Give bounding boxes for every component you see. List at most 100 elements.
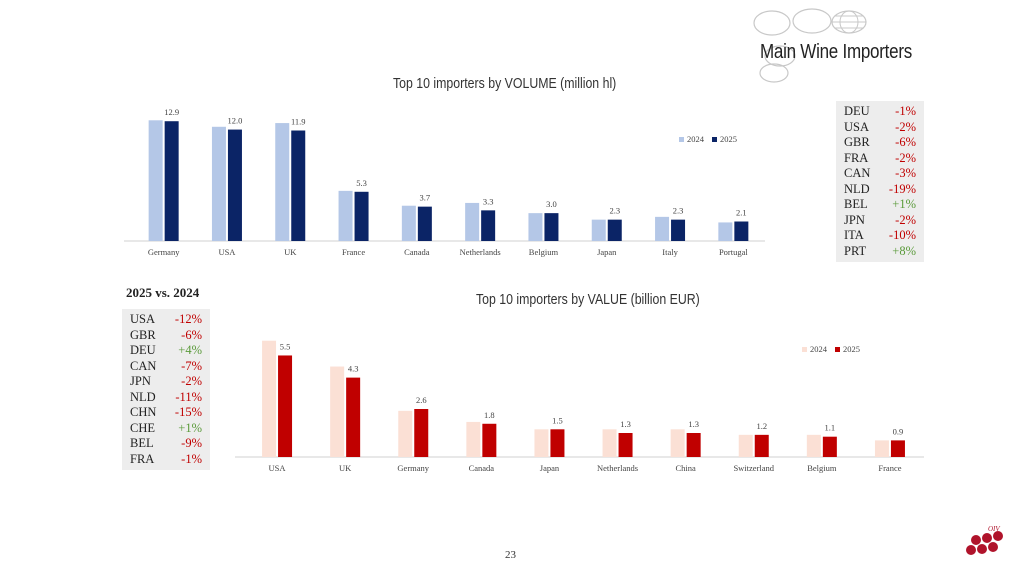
value-bar-2025: [346, 377, 361, 457]
volume-bar-2024: [655, 216, 670, 241]
value-category-label: China: [675, 463, 696, 473]
value-data-label: 4.3: [348, 364, 359, 374]
value-change-row: DEU +4%: [122, 343, 210, 359]
value-change-country-code: USA: [130, 312, 156, 326]
volume-data-label: 5.3: [356, 178, 367, 188]
value-change-row: CHE +1%: [122, 421, 210, 437]
value-change-country-code: CHN: [130, 405, 157, 419]
volume-change-change-value: -2%: [895, 150, 916, 165]
value-change-country-code: FRA: [130, 451, 155, 466]
value-bar-2024: [806, 434, 821, 457]
volume-change-change-value: -1%: [895, 104, 916, 118]
decorative-circles-logo: [753, 8, 867, 83]
volume-change-row: JPN -2%: [836, 213, 924, 229]
value-bar-2025: [822, 436, 837, 457]
volume-change-country-code: JPN: [844, 212, 865, 227]
value-category-label: Switzerland: [733, 463, 774, 473]
volume-category-label: Germany: [148, 247, 180, 257]
value-category-label: UK: [339, 463, 352, 473]
value-change-change-value: -2%: [181, 374, 202, 388]
volume-category-label: Japan: [597, 247, 617, 257]
volume-bar-2024: [148, 120, 163, 241]
volume-category-label: USA: [218, 247, 236, 257]
value-change-change-value: -12%: [174, 312, 202, 326]
volume-change-change-value: +8%: [892, 243, 916, 258]
value-data-label: 1.8: [484, 410, 495, 420]
value-data-label: 1.5: [552, 415, 563, 425]
volume-change-row: ITA -10%: [836, 228, 924, 244]
volume-category-label: Canada: [404, 247, 430, 257]
value-bar-2025: [278, 355, 293, 457]
volume-bar-2025: [417, 206, 432, 241]
svg-text:OIV: OIV: [988, 525, 1000, 533]
volume-bar-2024: [591, 219, 606, 241]
value-change-country-code: BEL: [130, 436, 154, 450]
volume-data-label: 12.0: [228, 116, 243, 126]
value-legend-swatch-2024: [802, 347, 807, 352]
value-change-row: CHN -15%: [122, 405, 210, 421]
value-bar-2025: [890, 440, 905, 457]
value-change-row: FRA -1%: [122, 452, 210, 468]
value-bar-2024: [534, 429, 549, 457]
volume-change-row: CAN -3%: [836, 166, 924, 182]
value-bar-2024: [398, 410, 413, 457]
value-change-row: NLD -11%: [122, 390, 210, 406]
value-change-country-code: CAN: [130, 358, 157, 373]
value-change-row: JPN -2%: [122, 374, 210, 390]
volume-change-row: FRA -2%: [836, 151, 924, 167]
volume-bar-2024: [401, 205, 416, 241]
volume-bar-2024: [338, 190, 353, 241]
volume-bar-2025: [227, 129, 242, 241]
volume-bar-2025: [607, 219, 622, 241]
volume-category-label: Italy: [662, 247, 678, 257]
volume-data-label: 2.1: [736, 208, 747, 218]
value-data-label: 0.9: [893, 426, 904, 436]
volume-category-label: France: [342, 247, 365, 257]
volume-data-label: 2.3: [673, 206, 684, 216]
volume-category-label: UK: [284, 247, 297, 257]
value-data-label: 1.3: [688, 419, 699, 429]
value-category-label: Germany: [397, 463, 429, 473]
value-bar-2025: [686, 433, 701, 457]
volume-change-panel: DEU -1% USA -2% GBR -6% FRA -2% CAN -3% NLD -19% BEL…: [836, 101, 924, 262]
value-data-label: 2.6: [416, 395, 427, 405]
value-change-country-code: DEU: [130, 343, 156, 357]
page-number: 23: [505, 549, 516, 561]
value-change-change-value: -7%: [181, 358, 202, 373]
value-change-country-code: JPN: [130, 374, 151, 388]
volume-change-row: DEU -1%: [836, 104, 924, 120]
volume-change-row: BEL +1%: [836, 197, 924, 213]
value-category-label: France: [878, 463, 901, 473]
volume-bar-2025: [734, 221, 749, 241]
value-change-country-code: NLD: [130, 389, 156, 404]
value-data-label: 1.1: [825, 423, 836, 433]
volume-chart-title: Top 10 importers by VOLUME (million hl): [393, 76, 617, 92]
value-bar-2024: [466, 421, 481, 457]
value-chart-title: Top 10 importers by VALUE (billion EUR): [476, 292, 700, 308]
value-bar-2024: [874, 440, 889, 457]
volume-data-label: 2.3: [609, 206, 620, 216]
volume-bar-2025: [544, 213, 559, 241]
volume-change-country-code: USA: [844, 119, 870, 134]
value-change-country-code: GBR: [130, 327, 156, 342]
value-bar-2024: [262, 340, 277, 457]
volume-bar-2025: [671, 219, 686, 241]
value-panel-title: 2025 vs. 2024: [126, 285, 200, 300]
volume-legend-swatch-2024: [679, 137, 684, 142]
volume-bar-2025: [164, 121, 179, 241]
volume-change-country-code: CAN: [844, 166, 871, 180]
value-category-label: USA: [269, 463, 287, 473]
value-data-label: 5.5: [280, 341, 291, 351]
value-bar-2024: [670, 429, 685, 457]
value-change-change-value: -1%: [181, 451, 202, 466]
value-bar-2025: [754, 434, 769, 457]
volume-bar-2024: [528, 213, 543, 241]
slide-title: Main Wine Importers: [760, 41, 912, 63]
value-legend-label-2024: 2024: [810, 344, 828, 354]
volume-bar-2024: [275, 123, 290, 241]
value-change-row: GBR -6%: [122, 328, 210, 344]
value-change-row: BEL -9%: [122, 436, 210, 452]
value-bar-2024: [738, 434, 753, 457]
volume-change-country-code: NLD: [844, 181, 870, 196]
value-category-label: Canada: [469, 463, 495, 473]
